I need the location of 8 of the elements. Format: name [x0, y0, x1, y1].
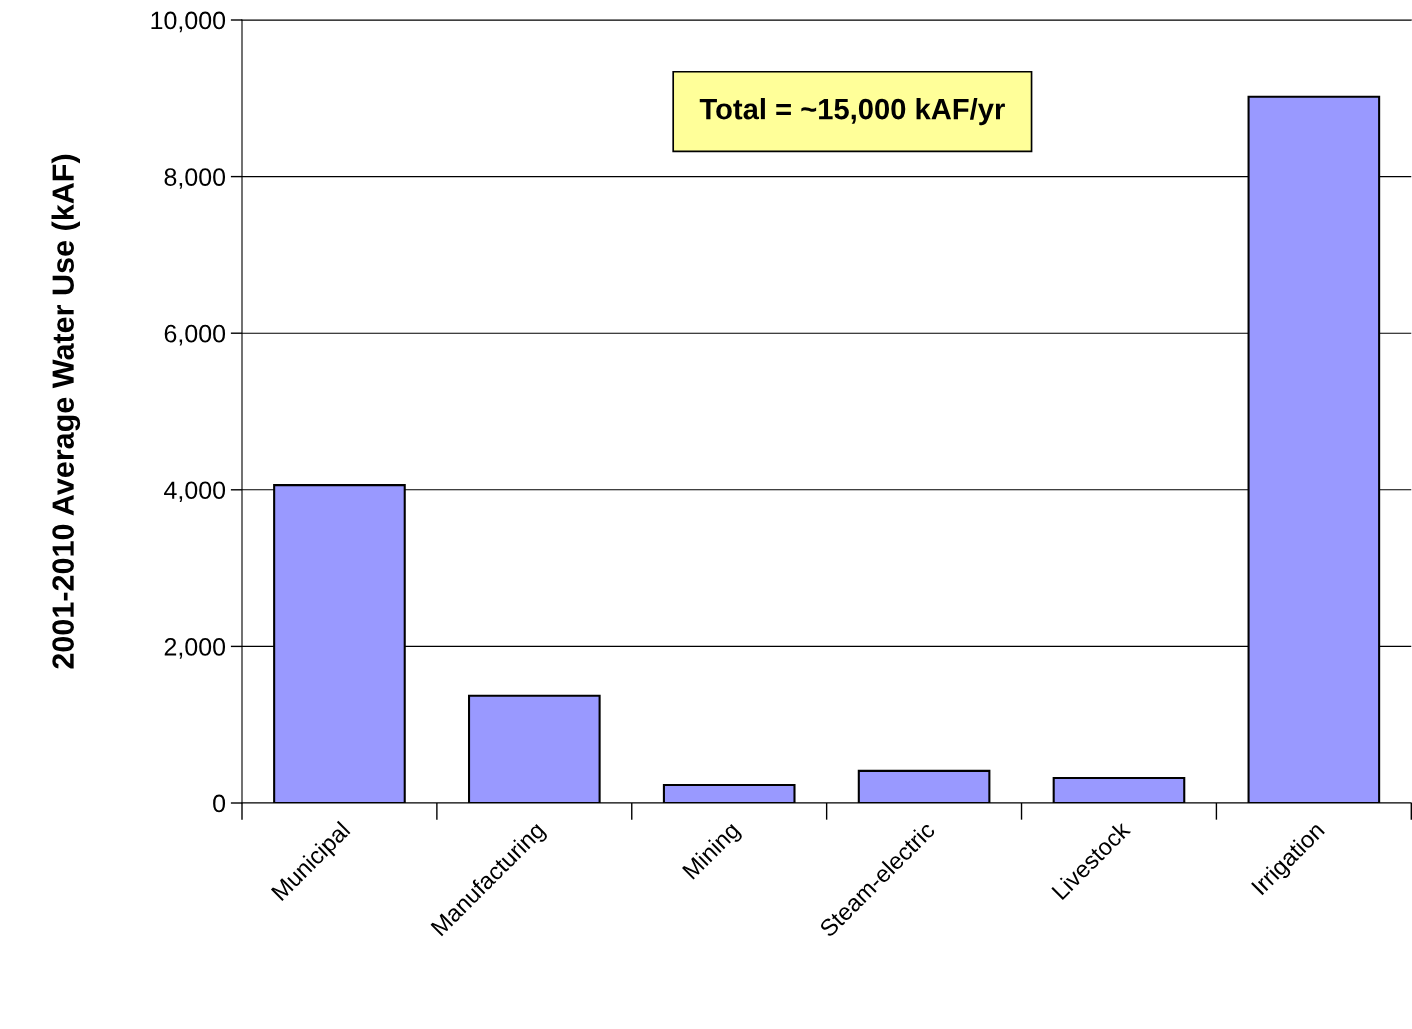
y-axis-title: 2001-2010 Average Water Use (kAF)	[51, 154, 81, 669]
y-tick-label: 8,000	[164, 168, 226, 189]
y-tick-label: 10,000	[151, 11, 226, 33]
y-tick-label: 6,000	[164, 324, 226, 346]
y-tick-label: 4,000	[164, 481, 226, 503]
y-tick-label: 2,000	[164, 638, 226, 659]
annotation: Total = ~15,000 kAF/yr	[699, 98, 1005, 126]
y-tick-label: 0	[213, 794, 226, 813]
